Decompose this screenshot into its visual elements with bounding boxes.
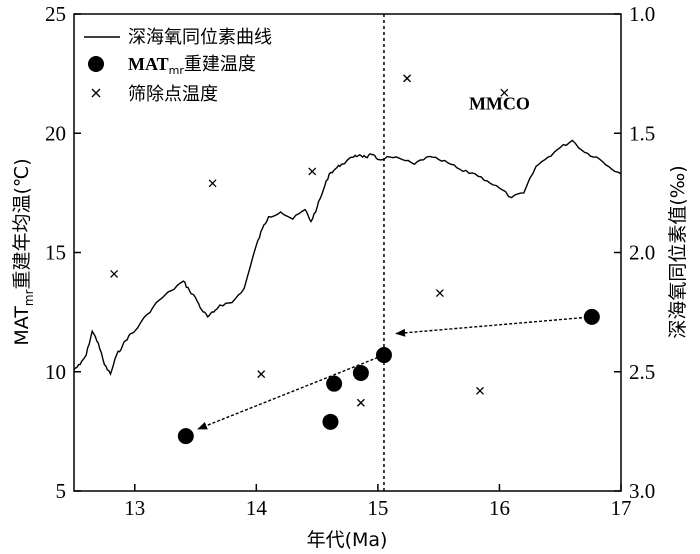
mat-point [322, 413, 339, 430]
legend-cross-marker [91, 88, 101, 98]
isotope-curve [74, 139, 621, 376]
right-axis-label: 深海氧同位素值(‰) [667, 165, 689, 338]
mat-point [326, 375, 343, 392]
trend-arrows [197, 316, 592, 430]
left-axis-ticks: 5 10 15 20 25 [45, 2, 81, 503]
legend-label-circle-main: MAT [128, 54, 169, 74]
x-tick-label: 14 [246, 496, 268, 520]
right-tick-label: 1.5 [629, 121, 655, 145]
left-axis-label-suffix: 重建年均温(℃) [11, 158, 33, 289]
x-axis-ticks: 13 14 15 16 17 [124, 484, 632, 520]
x-tick-label: 17 [611, 496, 632, 520]
right-tick-label: 1.0 [629, 2, 655, 26]
legend-label-cross: 筛除点温度 [128, 84, 218, 105]
mat-point [583, 308, 600, 325]
filtered-point [356, 398, 365, 407]
x-tick-label: 13 [124, 496, 145, 520]
left-tick-label: 5 [56, 479, 67, 503]
filtered-point [476, 386, 484, 395]
right-axis-ticks: 1.0 1.5 2.0 2.5 3.0 [614, 2, 655, 503]
left-tick-label: 15 [45, 241, 66, 265]
left-tick-label: 20 [45, 121, 66, 145]
filtered-point [208, 179, 217, 188]
legend-label-line: 深海氧同位素曲线 [128, 27, 272, 48]
filtered-point [500, 88, 509, 97]
left-axis-label-prefix: MAT [11, 306, 33, 346]
filtered-point [403, 74, 412, 83]
legend-label-circle-sub: mr [169, 64, 185, 77]
mmco-annotation: MMCO [469, 93, 530, 113]
right-tick-label: 2.0 [629, 241, 655, 265]
legend-circle-marker [88, 56, 104, 72]
x-tick-label: 15 [367, 496, 388, 520]
right-tick-label: 2.5 [629, 360, 655, 384]
mat-point [375, 347, 392, 364]
mat-point [177, 428, 194, 445]
legend-label-circle: MATmr重建温度 [128, 54, 256, 77]
filtered-point [110, 270, 119, 278]
filtered-point [308, 167, 317, 176]
right-tick-label: 3.0 [629, 479, 655, 503]
x-axis-label: 年代(Ma) [307, 529, 388, 551]
legend-label-circle-rest: 重建温度 [184, 54, 256, 75]
left-axis-label: MATmr重建年均温(℃) [11, 158, 36, 345]
trend-arrow [395, 316, 592, 337]
filtered-points [110, 74, 509, 407]
x-tick-label: 16 [489, 496, 510, 520]
filtered-point [257, 370, 266, 379]
mat-point [352, 364, 369, 381]
legend: 深海氧同位素曲线 MATmr重建温度 筛除点温度 [84, 27, 272, 105]
filtered-point [435, 289, 444, 298]
left-axis-label-sub: mr [22, 289, 36, 306]
left-tick-label: 10 [45, 360, 66, 384]
mat-points [177, 308, 600, 445]
trend-arrow [197, 356, 379, 430]
left-tick-label: 25 [45, 2, 66, 26]
